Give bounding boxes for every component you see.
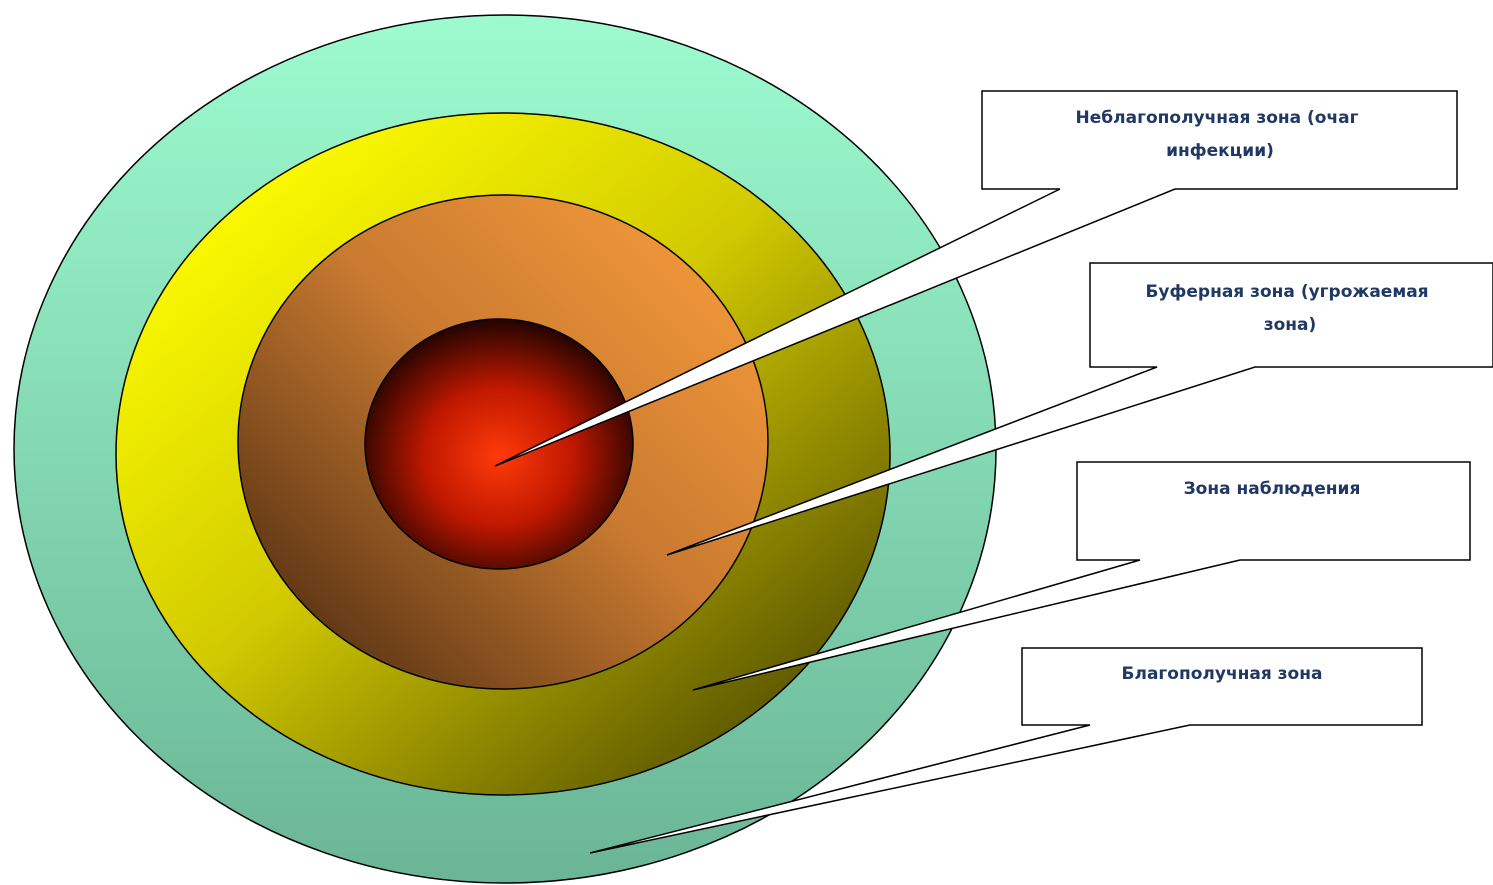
svg-text:Неблагополучная зона (очаг: Неблагополучная зона (очаг инфекции): [1076, 108, 1365, 161]
svg-text:Зона наблюдения: Зона наблюдения: [1184, 479, 1361, 499]
infected-zone-label-line2: инфекции): [1166, 141, 1274, 161]
buffer-zone-label-line2: зона): [1264, 315, 1317, 335]
buffer-zone-label-line1: Буферная зона (угрожаемая: [1145, 282, 1428, 302]
infected-zone-label-line1: Неблагополучная зона (очаг: [1076, 108, 1359, 128]
safe-zone-label: Благополучная зона: [1122, 664, 1323, 684]
svg-text:Буферная зона (угрожаемая: Буферная зона (угрожаемая зона): [1145, 282, 1434, 335]
callout-infected-zone: Неблагополучная зона (очаг инфекции): [494, 90, 1458, 467]
callout-buffer-zone: Буферная зона (угрожаемая зона): [666, 262, 1493, 556]
callout-observation-zone: Зона наблюдения: [692, 461, 1471, 691]
observation-zone-label: Зона наблюдения: [1184, 479, 1361, 499]
callout-safe-zone: Благополучная зона: [589, 647, 1423, 854]
svg-text:Благополучная зона: Благополучная зона: [1122, 664, 1323, 684]
infected-zone-core: [364, 318, 634, 570]
